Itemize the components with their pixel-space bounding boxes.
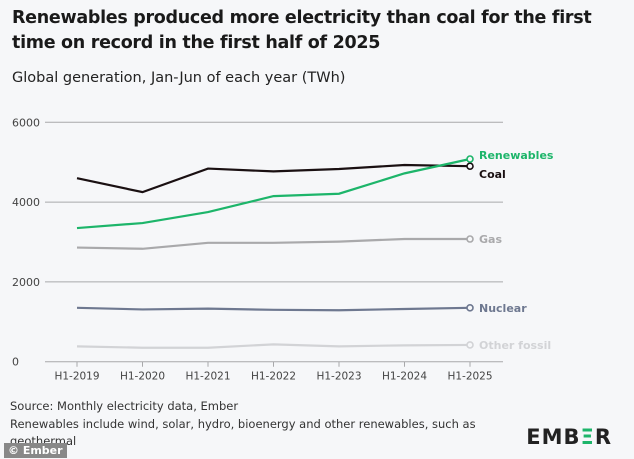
x-tick-label: H1-2020: [120, 371, 165, 383]
y-tick-label: 2000: [12, 276, 40, 289]
ember-logo: EMBΞR: [526, 425, 612, 449]
other-fossil-end-marker: [466, 341, 474, 349]
coal-line: [76, 163, 471, 194]
renewables-end-marker: [466, 155, 474, 163]
x-tick-label: H1-2023: [316, 371, 361, 383]
chart-subtitle: Global generation, Jan-Jun of each year …: [12, 70, 346, 86]
coal-label: Coal: [479, 168, 506, 181]
chart-title: Renewables produced more electricity tha…: [12, 8, 592, 53]
renewables-label: Renewables: [479, 149, 554, 162]
image-credit: © Ember: [4, 443, 67, 458]
x-tick-label: H1-2021: [185, 371, 230, 383]
renewables-note: Renewables include wind, solar, hydro, b…: [10, 417, 476, 448]
nuclear-label: Nuclear: [479, 302, 527, 315]
other-fossil-label: Other fossil: [479, 339, 551, 352]
x-tick-label: H1-2025: [447, 371, 492, 383]
nuclear-line: [76, 306, 471, 312]
x-tick-label: H1-2019: [54, 371, 99, 383]
coal-end-marker: [466, 162, 474, 170]
y-tick-label: 0: [12, 356, 19, 369]
gas-line: [76, 237, 470, 250]
gas-label: Gas: [479, 233, 502, 246]
x-tick-label: H1-2022: [251, 371, 296, 383]
x-tick-label: H1-2024: [382, 371, 427, 383]
other-fossil-line: [76, 343, 471, 349]
gas-end-marker: [466, 235, 474, 243]
source-note: Source: Monthly electricity data, Ember: [10, 399, 239, 413]
nuclear-end-marker: [466, 304, 474, 312]
y-tick-label: 4000: [12, 196, 40, 209]
y-tick-label: 6000: [12, 116, 40, 129]
renewables-line: [76, 157, 471, 230]
